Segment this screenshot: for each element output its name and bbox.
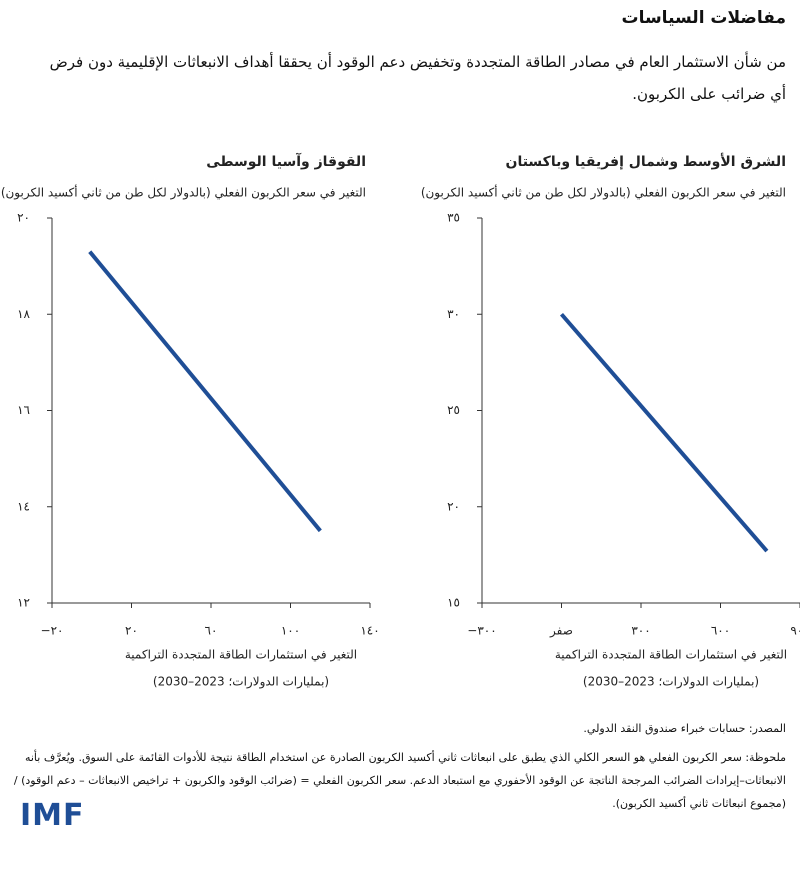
y-tick-label: ١٦: [17, 403, 30, 417]
y-axis-label: التغير في سعر الكربون الفعلي (بالدولار ل…: [1, 185, 366, 201]
source: المصدر: حسابات خبراء صندوق النقد الدولي.: [583, 722, 786, 735]
y-axis-label: التغير في سعر الكربون الفعلي (بالدولار ل…: [421, 185, 786, 201]
x-tick-label: ٩٠٠: [790, 624, 800, 638]
charts: الشرق الأوسط وشمال إفريقيا وباكستان التغي…: [1, 152, 800, 690]
x-tick-label: −٢٠: [41, 624, 64, 638]
note: ملحوظة: سعر الكربون الفعلي هو السعر الكل…: [13, 751, 786, 810]
x-tick-label: ٦٠٠: [711, 624, 730, 638]
y-tick-label: ٢٥: [447, 403, 460, 417]
x-axis-label: (بمليارات الدولارات؛ 2023–2030): [153, 675, 329, 690]
x-tick-label: ٣٠٠: [631, 624, 650, 638]
x-tick-label: ١٠٠: [281, 624, 300, 638]
y-tick-label: ٢٠: [17, 211, 30, 225]
x-tick-label: ٢٠: [125, 624, 138, 638]
data-line: [559, 312, 769, 553]
x-axis-label: التغير في استثمارات الطاقة المتجددة التر…: [125, 648, 357, 663]
x-tick-label: −٣٠٠: [467, 624, 496, 638]
x-tick-label: ٦٠: [205, 624, 218, 638]
y-tick-label: ٣٥: [447, 211, 460, 225]
y-tick-label: ١٤: [17, 499, 30, 513]
data-line: [88, 250, 322, 533]
x-axis-label: (بمليارات الدولارات؛ 2023–2030): [583, 675, 759, 690]
x-axis-label: التغير في استثمارات الطاقة المتجددة التر…: [555, 648, 787, 663]
chart-title: القوقاز وآسيا الوسطى: [206, 152, 366, 170]
x-tick-label: ١٤٠: [360, 624, 379, 638]
page-title: مفاضلات السياسات: [621, 8, 787, 28]
y-tick-label: ١٢: [17, 596, 30, 610]
chart-title: الشرق الأوسط وشمال إفريقيا وباكستان: [506, 153, 786, 170]
logo: IMF: [20, 798, 85, 833]
page-subtitle: من شأن الاستثمار العام في مصادر الطاقة ا…: [49, 53, 786, 103]
y-tick-label: ٢٠: [447, 499, 460, 513]
y-tick-label: ١٨: [17, 307, 30, 321]
y-tick-label: ١٥: [447, 596, 460, 610]
y-tick-label: ٣٠: [447, 307, 460, 321]
x-tick-label: صفر: [549, 624, 573, 639]
